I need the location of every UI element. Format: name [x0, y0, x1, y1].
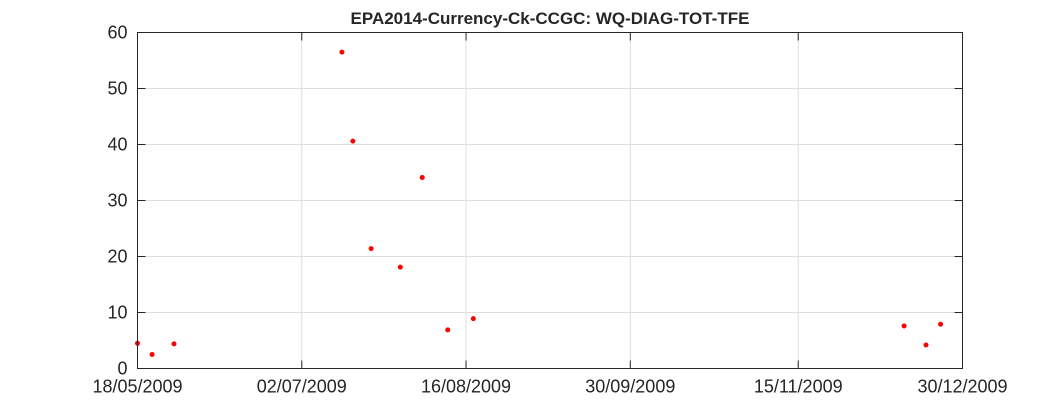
- data-point: [923, 342, 929, 348]
- data-point: [368, 246, 374, 252]
- y-tick-label: 50: [107, 79, 127, 99]
- x-tick-label: 15/11/2009: [754, 377, 843, 397]
- data-point: [339, 49, 345, 55]
- data-point: [171, 341, 177, 347]
- data-point: [445, 327, 451, 333]
- y-tick-label: 0: [117, 359, 127, 379]
- data-points: [135, 49, 944, 357]
- data-point: [350, 138, 356, 144]
- data-point: [397, 264, 403, 270]
- y-tick-label: 60: [107, 23, 127, 43]
- y-tick-label: 30: [107, 191, 127, 211]
- axis-ticks: 18/05/2009 02/07/2009 16/08/2009 30/09/2009…: [92, 23, 1007, 397]
- data-point: [938, 321, 944, 327]
- x-tick-label: 30/09/2009: [585, 377, 675, 397]
- grid-lines: [137, 32, 963, 369]
- y-tick-label: 10: [107, 303, 127, 323]
- x-tick-label: 02/07/2009: [257, 377, 347, 397]
- data-point: [149, 352, 155, 357]
- x-tick-label: 30/12/2009: [917, 377, 1007, 397]
- y-tick-label: 20: [107, 247, 127, 267]
- chart-title: EPA2014-Currency-Ck-CCGC: WQ-DIAG-TOT-TF…: [351, 9, 750, 28]
- data-point: [470, 316, 476, 322]
- data-point: [419, 175, 425, 181]
- y-tick-label: 40: [107, 135, 127, 155]
- x-tick-label: 16/08/2009: [421, 377, 511, 397]
- x-tick-label: 18/05/2009: [92, 377, 182, 397]
- data-point: [901, 323, 907, 329]
